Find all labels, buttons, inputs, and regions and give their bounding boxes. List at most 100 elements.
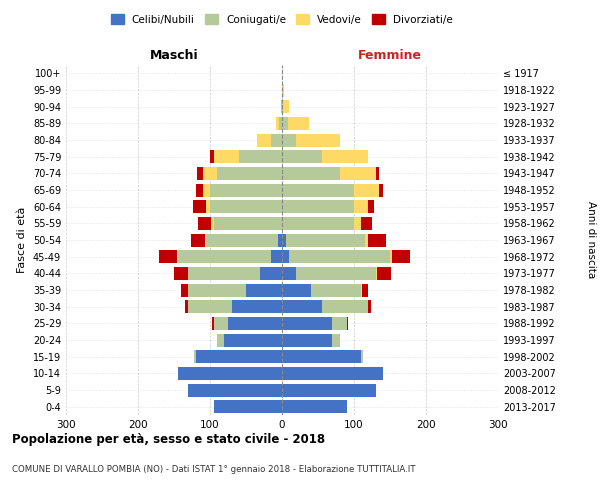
Bar [282,350,361,363]
Bar [211,217,214,230]
Bar [282,317,332,330]
Bar [194,350,196,363]
Legend: Celibi/Nubili, Coniugati/e, Vedovi/e, Divorziati/e: Celibi/Nubili, Coniugati/e, Vedovi/e, Di… [107,10,457,29]
Bar [354,200,368,213]
Bar [282,267,296,280]
Bar [368,234,386,246]
Bar [271,134,282,146]
Text: COMUNE DI VARALLO POMBIA (NO) - Dati ISTAT 1° gennaio 2018 - Elaborazione TUTTIT: COMUNE DI VARALLO POMBIA (NO) - Dati IST… [12,466,415,474]
Bar [377,267,391,280]
Bar [288,117,310,130]
Bar [188,300,232,313]
Bar [246,284,282,296]
Bar [278,234,282,246]
Bar [282,300,322,313]
Bar [188,284,246,296]
Bar [368,200,374,213]
Bar [178,250,271,263]
Bar [289,250,390,263]
Bar [196,184,203,196]
Bar [282,150,322,163]
Bar [228,317,282,330]
Bar [282,400,347,413]
Bar [282,134,296,146]
Bar [275,117,279,130]
Bar [361,217,372,230]
Bar [177,250,178,263]
Bar [214,150,239,163]
Bar [376,267,377,280]
Bar [282,367,383,380]
Bar [296,134,340,146]
Bar [332,334,340,346]
Bar [311,284,361,296]
Bar [210,150,214,163]
Bar [281,100,282,113]
Bar [193,200,206,213]
Bar [365,234,368,246]
Bar [239,150,282,163]
Bar [260,267,282,280]
Text: Popolazione per età, sesso e stato civile - 2018: Popolazione per età, sesso e stato civil… [12,432,325,446]
Text: Anni di nascita: Anni di nascita [586,202,596,278]
Bar [217,167,282,180]
Bar [282,184,354,196]
Bar [282,84,284,96]
Bar [214,400,282,413]
Bar [214,317,228,330]
Bar [206,200,210,213]
Bar [282,284,311,296]
Bar [379,184,383,196]
Text: Maschi: Maschi [149,48,199,62]
Bar [185,300,188,313]
Bar [206,234,278,246]
Bar [332,317,347,330]
Bar [322,300,368,313]
Bar [282,217,354,230]
Bar [199,217,211,230]
Bar [178,367,282,380]
Bar [354,217,361,230]
Bar [271,250,282,263]
Bar [282,250,289,263]
Bar [232,300,282,313]
Bar [282,384,376,396]
Bar [224,334,282,346]
Bar [392,250,410,263]
Bar [390,250,392,263]
Bar [282,334,332,346]
Bar [282,234,286,246]
Bar [188,384,282,396]
Bar [196,350,282,363]
Bar [257,134,271,146]
Bar [174,267,188,280]
Bar [296,267,376,280]
Bar [217,334,224,346]
Bar [354,184,379,196]
Bar [282,200,354,213]
Bar [368,300,371,313]
Bar [214,217,282,230]
Bar [322,150,368,163]
Bar [376,167,379,180]
Bar [282,117,288,130]
Bar [197,167,203,180]
Bar [286,234,365,246]
Text: Femmine: Femmine [358,48,422,62]
Bar [282,167,340,180]
Bar [361,284,362,296]
Y-axis label: Fasce di età: Fasce di età [17,207,27,273]
Bar [210,184,282,196]
Bar [159,250,177,263]
Bar [340,167,376,180]
Bar [191,234,205,246]
Bar [362,284,368,296]
Bar [203,184,210,196]
Bar [282,100,283,113]
Bar [347,317,348,330]
Bar [279,117,282,130]
Bar [283,100,289,113]
Bar [181,284,188,296]
Bar [212,317,214,330]
Bar [203,167,217,180]
